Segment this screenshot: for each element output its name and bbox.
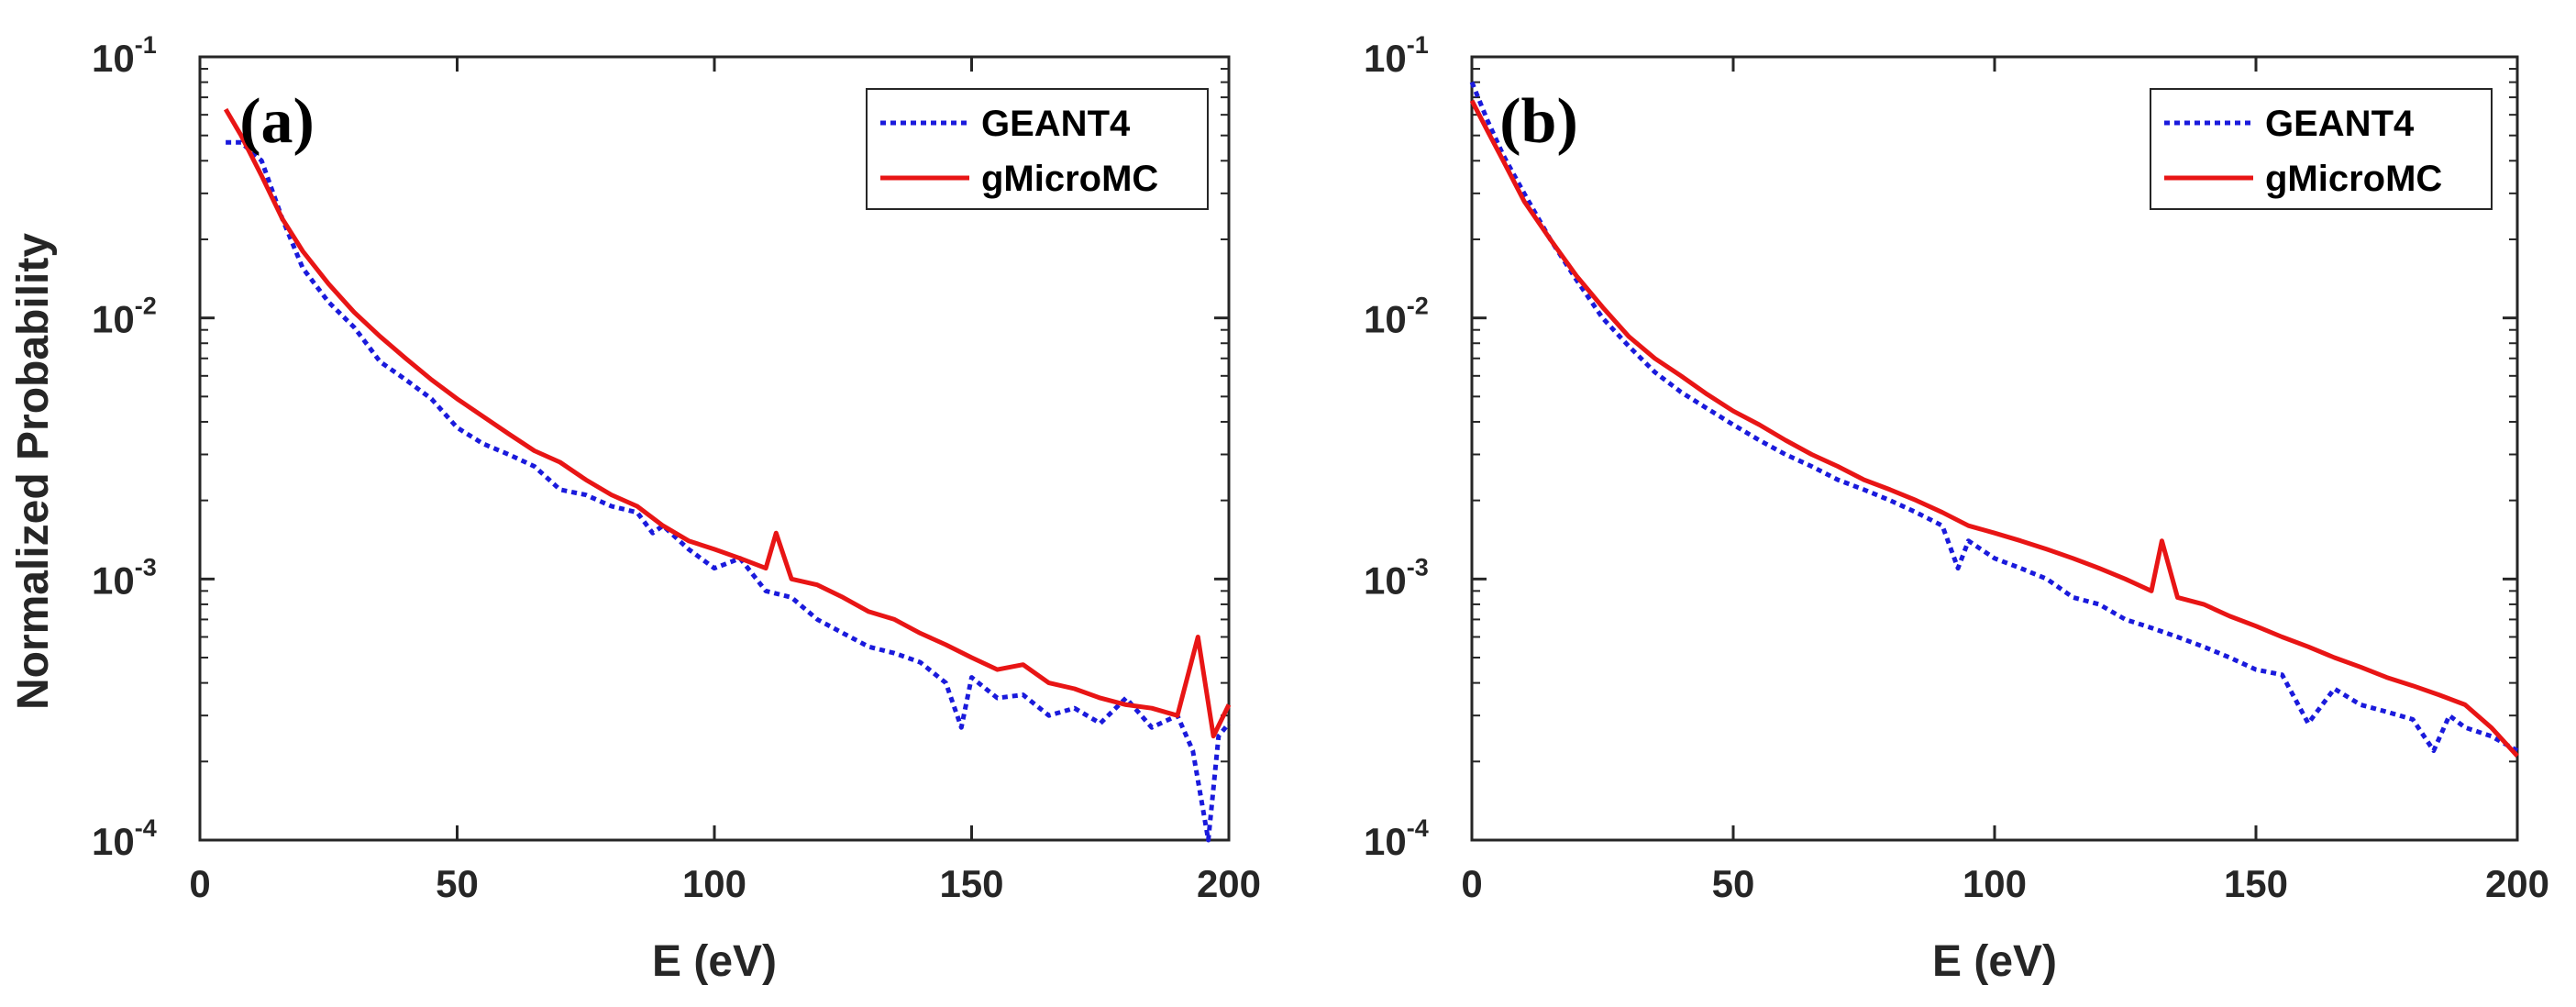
x-tick-label: 200 xyxy=(1197,862,1261,905)
x-axis-label: E (eV) xyxy=(1932,937,2057,986)
chart-panel-b: 10-4 10-3 10-2 10-1 0 50 100 150 200 E (eV) (b) GEA… xyxy=(1364,31,2549,986)
y-tick-label: 10-1 xyxy=(92,31,157,80)
legend-label-geant4: GEANT4 xyxy=(2265,104,2415,144)
x-tick-label: 0 xyxy=(189,862,210,905)
legend-label-gmicromc: gMicroMC xyxy=(2265,159,2442,199)
chart-panel-a: 10-4 10-3 10-2 10-1 0 50 100 150 200 E (eV) Normal… xyxy=(9,31,1261,986)
series-line-gmicromc xyxy=(1469,99,2519,758)
series-line-geant4 xyxy=(1469,81,2519,753)
x-tick-label: 200 xyxy=(2485,862,2549,905)
x-tick-label: 150 xyxy=(2224,862,2288,905)
y-tick-label: 10-2 xyxy=(92,293,157,341)
x-tick-label: 100 xyxy=(1962,862,2027,905)
y-tick-label: 10-1 xyxy=(1364,31,1429,80)
y-tick-label: 10-4 xyxy=(1364,814,1429,863)
legend-box xyxy=(866,88,1209,210)
legend-box xyxy=(2150,88,2493,210)
x-tick-label: 50 xyxy=(1712,862,1755,905)
panel-label: (a) xyxy=(239,86,315,157)
x-axis-label: E (eV) xyxy=(652,937,777,986)
x-tick-label: 100 xyxy=(682,862,746,905)
legend-label-gmicromc: gMicroMC xyxy=(981,159,1158,199)
series-line-gmicromc xyxy=(223,107,1232,739)
legend-label-geant4: GEANT4 xyxy=(981,104,1131,144)
panel-label: (b) xyxy=(1499,86,1578,157)
y-tick-label: 10-4 xyxy=(92,814,157,863)
y-tick-label: 10-3 xyxy=(1364,553,1429,602)
y-tick-label: 10-3 xyxy=(92,553,157,602)
x-tick-label: 50 xyxy=(436,862,479,905)
x-tick-label: 0 xyxy=(1461,862,1482,905)
y-axis-label: Normalized Probability xyxy=(9,233,58,710)
y-tick-label: 10-2 xyxy=(1364,293,1429,341)
x-tick-label: 150 xyxy=(939,862,1003,905)
